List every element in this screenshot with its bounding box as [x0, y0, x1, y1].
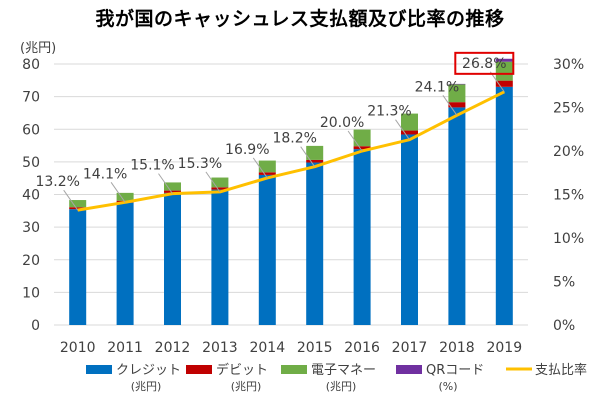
y-left-tick: 10	[22, 285, 40, 301]
ratio-data-label: 15.3%	[178, 156, 222, 172]
bar-クレジット	[448, 107, 466, 325]
bar-クレジット	[211, 189, 229, 325]
bar-電子マネー	[401, 113, 418, 131]
y-right-tick: 10%	[553, 231, 584, 247]
bar-デビット	[448, 102, 466, 108]
bar-電子マネー	[69, 200, 87, 208]
label-leader	[110, 182, 126, 203]
legend-swatch	[281, 365, 307, 374]
y-left-tick: 60	[22, 122, 40, 138]
bar-電子マネー	[306, 145, 324, 160]
ratio-data-label: 14.1%	[83, 166, 127, 182]
bar-クレジット	[306, 162, 324, 325]
bar-クレジット	[116, 202, 134, 325]
legend-unit: (兆円)	[326, 380, 357, 393]
x-tick: 2011	[107, 340, 143, 356]
chart-title: 我が国のキャッシュレス支払額及び比率の推移	[95, 8, 505, 30]
label-leader	[205, 171, 221, 193]
bar-クレジット	[401, 134, 418, 325]
ratio-data-label: 24.1%	[415, 79, 459, 95]
x-tick: 2013	[202, 340, 238, 356]
bar-クレジット	[258, 174, 276, 325]
bar-デビット	[401, 130, 418, 135]
x-tick: 2014	[249, 340, 285, 356]
highlight-box	[454, 51, 515, 75]
label-leader	[395, 119, 410, 140]
bar-電子マネー	[495, 61, 513, 81]
y-left-tick: 40	[22, 188, 40, 204]
y-right-tick: 30%	[553, 57, 584, 73]
legend-label: デビット	[216, 362, 268, 378]
legend-label: クレジット	[116, 363, 181, 378]
y-left-tick: 0	[31, 318, 40, 334]
label-leader	[347, 130, 363, 152]
legend-label: QRコード	[426, 363, 484, 378]
legend-label: 電子マネー	[311, 363, 376, 378]
ratio-data-label: 20.0%	[320, 115, 364, 131]
y-right-tick: 25%	[553, 101, 584, 117]
x-tick: 2018	[439, 340, 475, 356]
bar-デビット	[164, 190, 181, 193]
bar-クレジット	[69, 209, 87, 325]
x-tick: 2015	[297, 340, 333, 356]
legend-label: 支払比率	[535, 362, 587, 378]
label-leader	[63, 189, 79, 211]
y-left-tick: 50	[22, 155, 40, 171]
bar-クレジット	[164, 192, 181, 325]
bar-デビット	[258, 172, 276, 175]
label-leader	[300, 146, 316, 167]
y-left-tick: 20	[22, 253, 40, 269]
bar-電子マネー	[258, 160, 276, 173]
y-right-tick: 0%	[553, 318, 575, 334]
ratio-data-label: 15.1%	[130, 158, 174, 174]
bar-デビット	[69, 207, 87, 210]
legend-swatch	[396, 365, 422, 374]
x-tick: 2016	[344, 340, 380, 356]
ratio-data-label: 26.8%	[462, 56, 506, 72]
bar-デビット	[211, 187, 229, 190]
legend-unit: (兆円)	[231, 380, 262, 393]
y-left-unit: (兆円)	[20, 41, 56, 56]
x-tick: 2019	[486, 340, 522, 356]
label-leader	[158, 173, 173, 194]
ratio-data-label: 21.3%	[367, 104, 411, 120]
bar-デビット	[353, 146, 371, 150]
y-right-tick: 15%	[553, 188, 584, 204]
label-leader	[252, 157, 268, 179]
y-left-tick: 70	[22, 90, 40, 106]
ratio-data-label: 16.9%	[225, 142, 269, 158]
x-tick: 2012	[155, 340, 191, 356]
y-right-tick: 20%	[553, 144, 584, 160]
legend-unit: (%)	[438, 380, 457, 393]
bar-電子マネー	[164, 182, 181, 191]
ratio-line	[77, 90, 505, 212]
bar-QRコード	[448, 83, 466, 85]
ratio-data-label: 18.2%	[272, 131, 316, 147]
y-left-tick: 30	[22, 220, 40, 236]
legend-unit: (兆円)	[131, 380, 162, 393]
x-tick: 2017	[392, 340, 428, 356]
label-leader	[442, 95, 458, 116]
legend-swatch	[86, 365, 112, 374]
bar-デビット	[306, 159, 324, 163]
bar-デビット	[495, 80, 513, 87]
x-tick: 2010	[60, 340, 96, 356]
bar-クレジット	[353, 149, 371, 325]
legend-swatch	[186, 365, 212, 374]
label-leader	[489, 71, 505, 93]
bar-クレジット	[495, 86, 513, 326]
bar-電子マネー	[448, 84, 466, 103]
y-right-tick: 5%	[553, 275, 575, 291]
ratio-data-label: 13.2%	[35, 174, 79, 190]
bar-電子マネー	[211, 177, 229, 188]
y-left-tick: 80	[22, 57, 40, 73]
bar-QRコード	[495, 58, 513, 62]
bar-電子マネー	[353, 129, 371, 147]
bar-電子マネー	[116, 192, 134, 201]
